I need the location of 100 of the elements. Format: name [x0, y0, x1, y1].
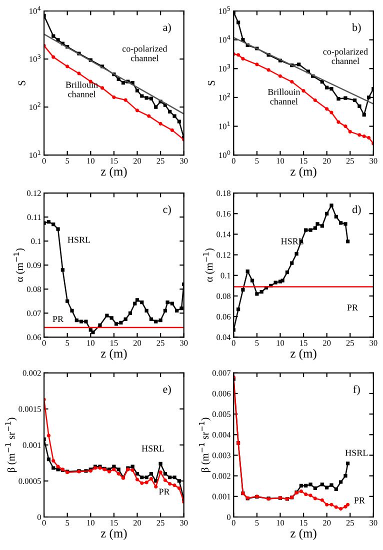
y-axis-title: α (m$^{−1}$) — [14, 248, 26, 282]
y-axis-title: S — [208, 80, 215, 86]
x-tick-label: 10 — [276, 520, 284, 526]
y-tick-label: 0.12 — [216, 252, 230, 258]
y-tick-label: 0.004 — [212, 432, 231, 438]
x-tick-label: 15 — [300, 340, 308, 346]
y-tick-label: 10$^{4}$ — [219, 35, 230, 43]
annotation: HSRL — [68, 236, 90, 243]
y-axis-title: S — [18, 80, 26, 86]
x-tick-label: 25 — [156, 158, 164, 164]
x-tick-label: 15 — [110, 520, 118, 526]
y-tick-label: 0.1 — [31, 238, 41, 244]
y-tick-label: 10$^{4}$ — [30, 6, 41, 14]
x-tick-label: 5 — [66, 158, 70, 164]
annotation: Brillouin channel — [268, 88, 300, 104]
y-tick-label: 0.08 — [27, 286, 41, 292]
y-tick-label: 0.08 — [216, 293, 231, 299]
x-tick-label: 30 — [370, 158, 378, 164]
x-tick-label: 30 — [180, 340, 188, 346]
y-tick-label: 0.09 — [27, 262, 41, 268]
y-tick-label: 10$^{1}$ — [30, 150, 40, 158]
y-tick-label: 0.0005 — [18, 478, 41, 484]
x-tick-label: 5 — [255, 340, 259, 346]
x-tick-label: 0 — [42, 340, 46, 346]
y-tick-label: 0.003 — [212, 452, 231, 458]
x-tick-label: 25 — [156, 520, 164, 526]
x-axis-title: z (m) — [290, 166, 316, 178]
annotation: Brillouin channel — [66, 81, 98, 98]
y-tick-label: 0 — [37, 514, 41, 520]
x-tick-label: 10 — [276, 158, 284, 164]
x-tick-label: 10 — [276, 340, 284, 346]
x-tick-label: 20 — [133, 520, 142, 526]
y-tick-label: 0.16 — [216, 210, 231, 217]
x-tick-label: 25 — [156, 340, 164, 346]
annotation: a) — [163, 23, 171, 34]
y-tick-label: 0.0015 — [18, 406, 41, 412]
x-tick-label: 20 — [323, 340, 331, 346]
y-tick-label: 0.06 — [216, 314, 231, 320]
annotation: co-polarized channel — [122, 45, 168, 62]
x-tick-label: 30 — [370, 340, 378, 346]
x-tick-label: 0 — [42, 520, 46, 526]
annotation: b) — [352, 23, 361, 34]
x-tick-label: 0 — [232, 340, 236, 346]
y-tick-label: 0.18 — [216, 190, 231, 196]
y-tick-label: 0.002 — [212, 473, 230, 479]
annotation: co-polarized channel — [323, 48, 368, 64]
annotation: PR — [354, 497, 365, 504]
x-tick-label: 10 — [87, 520, 94, 526]
annotation: HSRL — [142, 445, 164, 452]
x-axis-title: z (m) — [100, 348, 127, 360]
y-tick-label: 10$^{0}$ — [219, 150, 230, 158]
y-tick-label: 10$^{2}$ — [30, 102, 40, 110]
y-axis-title: α (m$^{−1}$) — [203, 248, 215, 282]
x-tick-label: 10 — [87, 340, 94, 346]
y-tick-label: 10$^{1}$ — [219, 122, 230, 130]
annotation: PR — [159, 488, 170, 495]
x-tick-label: 5 — [255, 520, 259, 526]
y-tick-label: 0.006 — [212, 390, 231, 396]
y-tick-label: 10$^{3}$ — [219, 64, 230, 72]
x-tick-label: 25 — [346, 340, 354, 346]
x-tick-label: 30 — [180, 520, 188, 526]
y-axis-title: β (m$^{−1}$ sr$^{−1}$) — [5, 418, 17, 472]
y-tick-label: 10$^{3}$ — [30, 54, 41, 62]
y-tick-label: 0.12 — [27, 190, 41, 196]
x-axis-title: z (m) — [290, 348, 316, 360]
x-tick-label: 25 — [346, 520, 354, 526]
x-tick-label: 15 — [300, 158, 308, 164]
x-tick-label: 30 — [370, 520, 378, 526]
x-tick-label: 30 — [180, 158, 188, 164]
x-tick-label: 25 — [346, 158, 354, 164]
x-tick-label: 10 — [87, 158, 94, 164]
x-tick-label: 5 — [255, 158, 259, 164]
x-tick-label: 20 — [133, 340, 142, 346]
x-tick-label: 15 — [110, 340, 118, 346]
x-tick-label: 20 — [133, 158, 142, 164]
x-tick-label: 0 — [42, 158, 46, 164]
x-tick-label: 5 — [66, 520, 70, 526]
y-tick-label: 0.007 — [212, 370, 231, 376]
x-axis-title: z (m) — [100, 528, 127, 540]
y-tick-label: 10$^{5}$ — [219, 6, 230, 14]
y-tick-label: 0.005 — [212, 411, 231, 418]
y-tick-label: 0 — [227, 514, 231, 520]
x-tick-label: 20 — [323, 520, 331, 526]
annotation: f) — [353, 385, 360, 396]
annotation: d) — [352, 205, 361, 216]
y-tick-label: 0.11 — [27, 214, 41, 220]
y-axis-title: β (m$^{−1}$ sr$^{−1}$) — [199, 418, 211, 472]
x-tick-label: 15 — [110, 158, 118, 164]
x-axis-title: z (m) — [100, 166, 127, 178]
y-tick-label: 0.04 — [216, 334, 231, 340]
x-tick-label: 0 — [232, 158, 236, 164]
annotation: PR — [52, 316, 64, 322]
annotation: c) — [163, 205, 171, 216]
x-axis-title: z (m) — [290, 528, 316, 540]
annotation: HSRL — [345, 450, 368, 456]
x-tick-label: 0 — [232, 520, 236, 526]
y-tick-label: 0.06 — [27, 334, 42, 340]
x-tick-label: 15 — [300, 520, 308, 526]
y-tick-label: 0.07 — [27, 310, 42, 316]
annotation: e) — [163, 385, 171, 396]
